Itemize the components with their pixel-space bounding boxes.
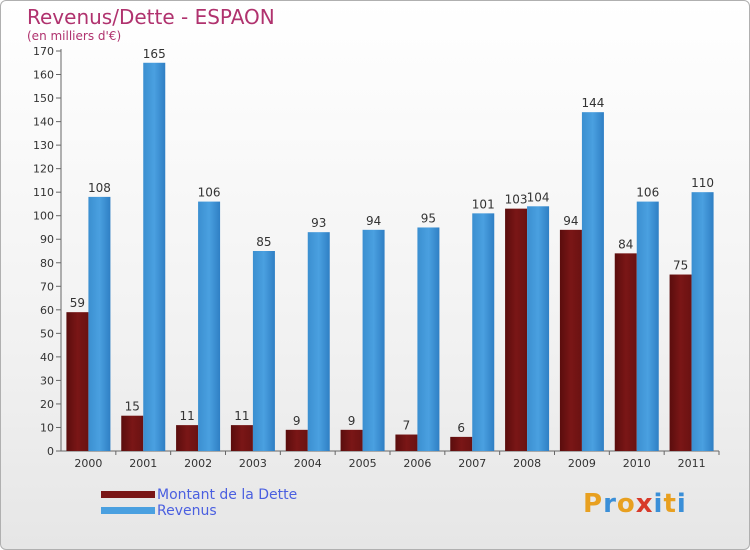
y-tick-label: 70: [40, 280, 54, 293]
bar-revenus: [362, 229, 385, 451]
y-tick-label: 110: [33, 186, 54, 199]
chart-title: Revenus/Dette - ESPAON: [27, 5, 275, 29]
y-tick-label: 140: [33, 116, 54, 129]
y-tick-label: 160: [33, 69, 54, 82]
y-tick-label: 50: [40, 327, 54, 340]
x-tick-label: 2000: [74, 457, 102, 470]
bar-revenus: [417, 227, 440, 451]
bar-revenus: [307, 232, 330, 451]
bar-revenus: [636, 201, 659, 451]
bar-revenus: [472, 213, 495, 451]
x-tick-label: 2008: [513, 457, 541, 470]
bar-dette: [340, 429, 363, 451]
y-tick-label: 120: [33, 163, 54, 176]
x-tick-label: 2004: [294, 457, 322, 470]
bar-revenus: [88, 196, 111, 451]
logo-letter: i: [653, 489, 664, 519]
x-tick-label: 2006: [403, 457, 431, 470]
data-label: 94: [563, 214, 578, 228]
bar-revenus: [198, 201, 221, 451]
x-tick-label: 2005: [349, 457, 377, 470]
data-label: 103: [505, 193, 528, 207]
logo-letter: P: [583, 489, 604, 519]
data-label: 84: [618, 237, 633, 251]
bar-dette: [669, 274, 692, 451]
data-label: 94: [366, 214, 381, 228]
bar-dette: [559, 229, 582, 451]
y-tick-label: 60: [40, 304, 54, 317]
x-tick-label: 2010: [623, 457, 651, 470]
x-tick-label: 2007: [458, 457, 486, 470]
y-tick-label: 20: [40, 398, 54, 411]
chart-subtitle: (en milliers d'€): [27, 29, 122, 43]
bar-dette: [230, 425, 253, 451]
data-label: 101: [472, 197, 495, 211]
logo-letter: i: [676, 489, 687, 519]
bar-revenus: [252, 251, 275, 451]
logo-letter: x: [635, 489, 654, 519]
logo-letter: r: [603, 489, 617, 519]
data-label: 85: [256, 235, 271, 249]
y-tick-label: 150: [33, 92, 54, 105]
data-label: 93: [311, 216, 326, 230]
bar-revenus: [691, 192, 714, 452]
bar-dette: [121, 415, 144, 451]
data-label: 11: [234, 409, 249, 423]
bar-dette: [450, 436, 473, 451]
legend-swatch-dette: [101, 491, 155, 498]
bar-dette: [505, 208, 528, 451]
data-label: 9: [293, 414, 301, 428]
x-tick-label: 2009: [568, 457, 596, 470]
y-tick-label: 100: [33, 210, 54, 223]
bar-revenus: [527, 206, 550, 451]
y-tick-label: 170: [33, 45, 54, 58]
bar-dette: [285, 429, 308, 451]
y-tick-label: 10: [40, 421, 54, 434]
legend-label-dette: Montant de la Dette: [157, 487, 298, 503]
proxiti-logo: Proxiti: [583, 489, 687, 519]
data-label: 104: [527, 190, 550, 204]
data-label: 106: [636, 186, 659, 200]
data-label: 11: [179, 409, 194, 423]
data-label: 7: [403, 419, 411, 433]
data-label: 59: [70, 296, 85, 310]
legend-label-revenus: Revenus: [157, 503, 217, 519]
y-tick-label: 90: [40, 233, 54, 246]
data-label: 106: [198, 186, 221, 200]
legend-swatch-revenus: [101, 507, 155, 514]
y-tick-label: 80: [40, 257, 54, 270]
bar-revenus: [581, 112, 604, 452]
bar-revenus: [143, 62, 166, 451]
bar-dette: [66, 312, 89, 451]
data-label: 165: [143, 47, 166, 61]
y-tick-label: 30: [40, 374, 54, 387]
data-label: 108: [88, 181, 111, 195]
x-tick-label: 2002: [184, 457, 212, 470]
data-label: 6: [457, 421, 465, 435]
x-tick-label: 2003: [239, 457, 267, 470]
x-tick-label: 2001: [129, 457, 157, 470]
data-label: 15: [125, 400, 140, 414]
bar-dette: [395, 434, 418, 451]
data-label: 110: [691, 176, 714, 190]
y-tick-label: 0: [47, 445, 54, 458]
y-tick-label: 130: [33, 139, 54, 152]
logo-letter: t: [663, 489, 677, 519]
bar-dette: [614, 253, 637, 451]
x-tick-label: 2011: [678, 457, 706, 470]
bar-dette: [176, 425, 199, 451]
data-label: 95: [421, 211, 436, 225]
logo-letter: o: [616, 489, 636, 519]
data-label: 9: [348, 414, 356, 428]
y-tick-label: 40: [40, 351, 54, 364]
data-label: 144: [581, 96, 604, 110]
data-label: 75: [673, 259, 688, 273]
